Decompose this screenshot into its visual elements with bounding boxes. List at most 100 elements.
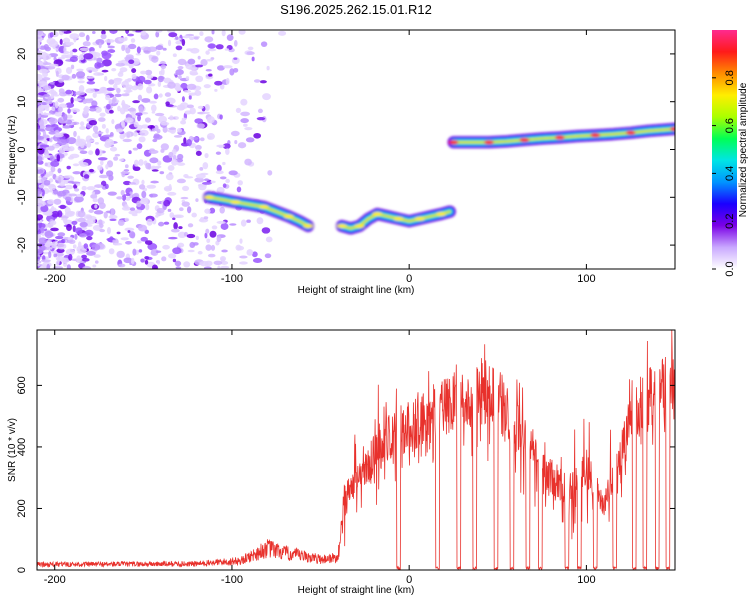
noise-blob xyxy=(199,31,204,37)
noise-blob xyxy=(116,87,121,94)
noise-blob xyxy=(79,126,87,130)
noise-blob xyxy=(186,104,194,109)
noise-blob xyxy=(69,33,80,40)
noise-blob xyxy=(37,263,41,267)
noise-blob xyxy=(203,266,212,269)
noise-blob xyxy=(128,59,135,64)
noise-blob xyxy=(62,125,72,129)
noise-blob xyxy=(228,170,238,176)
noise-blob xyxy=(127,107,136,112)
noise-blob xyxy=(71,121,80,125)
noise-blob xyxy=(70,64,75,70)
noise-blob xyxy=(138,159,144,166)
noise-blob xyxy=(37,200,46,207)
noise-blob xyxy=(125,30,130,34)
noise-blob xyxy=(108,174,114,181)
noise-blob xyxy=(181,96,185,102)
noise-blob xyxy=(177,242,185,248)
noise-blob xyxy=(109,109,114,114)
noise-blob xyxy=(102,134,112,138)
noise-blob xyxy=(183,137,187,144)
noise-blob xyxy=(90,193,98,199)
noise-blob xyxy=(173,222,178,230)
noise-blob xyxy=(199,260,209,267)
noise-blob xyxy=(192,242,199,246)
noise-blob xyxy=(246,51,255,56)
noise-blob xyxy=(226,34,234,42)
noise-blob xyxy=(181,38,186,46)
noise-blob xyxy=(109,132,114,137)
noise-blob xyxy=(188,95,192,100)
noise-blob xyxy=(56,242,67,250)
ridge-peak xyxy=(554,135,565,140)
noise-blob xyxy=(181,201,190,207)
noise-blob xyxy=(175,36,179,40)
ridge-peak xyxy=(414,216,425,221)
noise-blob xyxy=(162,244,170,250)
noise-blob xyxy=(155,31,160,38)
noise-blob xyxy=(225,178,230,184)
noise-blob xyxy=(66,137,77,145)
noise-blob xyxy=(91,191,96,195)
ridge-peak xyxy=(590,133,601,138)
noise-blob xyxy=(51,210,60,218)
noise-blob xyxy=(140,236,148,242)
snr-x-tick-label: 0 xyxy=(406,574,412,586)
noise-blob xyxy=(50,160,60,167)
frequency-ridges xyxy=(202,122,675,235)
noise-blob xyxy=(62,113,68,121)
noise-blob xyxy=(163,221,170,225)
noise-blob xyxy=(151,55,159,63)
noise-blob xyxy=(37,214,44,220)
noise-blob xyxy=(77,80,85,84)
noise-blob xyxy=(37,188,42,195)
noise-blob xyxy=(197,105,204,109)
noise-blob xyxy=(136,46,141,54)
noise-blob xyxy=(70,108,81,113)
noise-blob xyxy=(87,76,95,79)
noise-blob xyxy=(42,134,50,139)
noise-blob xyxy=(79,162,89,167)
noise-blob xyxy=(37,65,41,71)
noise-blob xyxy=(204,152,209,159)
noise-blob xyxy=(105,94,111,101)
noise-blob xyxy=(117,60,124,64)
snr-x-label: Height of straight line (km) xyxy=(298,585,415,596)
noise-blob xyxy=(213,260,223,266)
noise-blob xyxy=(205,59,214,62)
noise-blob xyxy=(124,217,130,222)
noise-blob xyxy=(230,130,240,137)
noise-blob xyxy=(95,38,105,46)
noise-blob xyxy=(110,146,118,152)
noise-blob xyxy=(37,49,41,55)
noise-blob xyxy=(37,233,42,239)
noise-blob xyxy=(186,206,192,214)
noise-blob xyxy=(38,184,45,189)
snr-x-tick-label: -100 xyxy=(221,574,243,586)
noise-blob xyxy=(106,103,111,110)
noise-blob xyxy=(222,65,233,69)
noise-blob xyxy=(125,193,131,197)
noise-blob xyxy=(162,47,167,51)
noise-blob xyxy=(237,180,243,186)
noise-blob xyxy=(120,189,125,196)
noise-blob xyxy=(83,214,93,220)
spectrogram-x-label: Height of straight line (km) xyxy=(298,285,415,296)
noise-blob xyxy=(93,210,104,215)
noise-blob xyxy=(136,143,143,150)
noise-blob xyxy=(140,258,145,263)
noise-blob xyxy=(147,243,158,251)
noise-blob xyxy=(175,266,182,269)
noise-blob xyxy=(131,213,138,217)
noise-blob xyxy=(194,144,202,150)
noise-blob xyxy=(104,39,115,43)
noise-blob xyxy=(69,50,74,56)
spectrogram-y-tick-label: 10 xyxy=(16,96,28,108)
noise-blob xyxy=(191,212,197,218)
noise-blob xyxy=(210,180,216,184)
noise-blob xyxy=(37,36,41,40)
noise-blob xyxy=(54,132,64,138)
noise-blob xyxy=(140,30,147,36)
noise-blob xyxy=(144,229,149,235)
spectrogram-x-tick-label: 0 xyxy=(406,273,412,285)
